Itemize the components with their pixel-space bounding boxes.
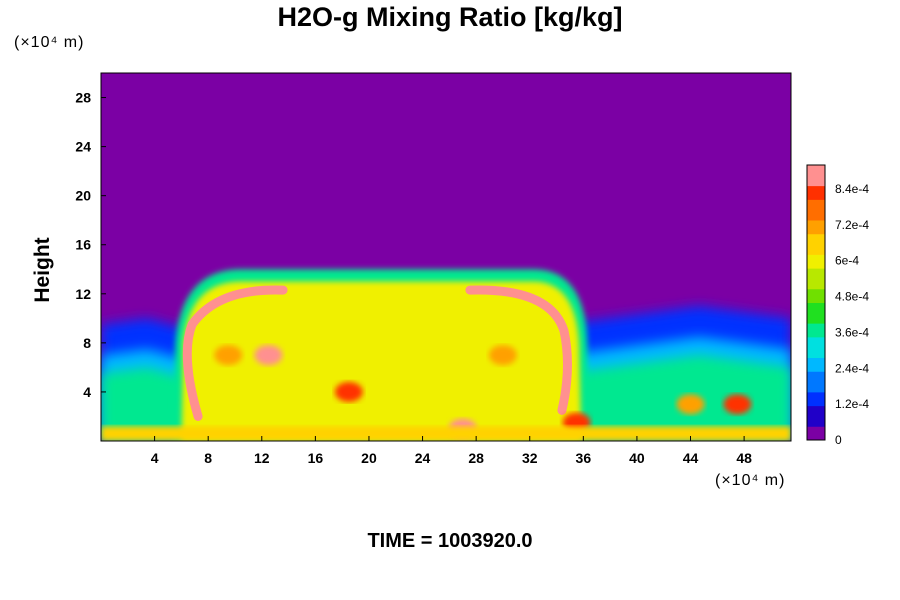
colorbar-swatch bbox=[807, 206, 825, 214]
x-tick-label: 44 bbox=[683, 450, 699, 466]
colorbar-swatch bbox=[807, 220, 825, 228]
colorbar-swatch bbox=[807, 412, 825, 420]
colorbar-swatch bbox=[807, 302, 825, 310]
y-tick-label: 28 bbox=[75, 90, 91, 106]
colorbar-swatch bbox=[807, 433, 825, 441]
colorbar-swatch bbox=[807, 288, 825, 297]
x-tick-label: 12 bbox=[254, 450, 270, 466]
colorbar-swatch bbox=[807, 254, 825, 262]
plot-area bbox=[101, 73, 791, 441]
y-tick-label: 16 bbox=[75, 237, 91, 253]
colorbar-swatch bbox=[807, 350, 825, 358]
field-feature bbox=[254, 345, 283, 366]
anvil-edge-right bbox=[465, 285, 572, 415]
y-tick-label: 8 bbox=[83, 335, 91, 351]
x-tick-label: 16 bbox=[308, 450, 324, 466]
colorbar-label: 2.4e-4 bbox=[835, 361, 869, 375]
time-label: TIME = 1003920.0 bbox=[367, 530, 533, 552]
colorbar-swatch bbox=[807, 419, 825, 427]
field-feature bbox=[488, 345, 517, 366]
colorbar-label: 8.4e-4 bbox=[835, 182, 869, 196]
colorbar-swatch bbox=[807, 336, 825, 345]
colorbar-label: 0 bbox=[835, 433, 842, 447]
colorbar-swatch bbox=[807, 357, 825, 365]
colorbar-label: 4.8e-4 bbox=[835, 290, 869, 304]
colorbar-swatch bbox=[807, 199, 825, 207]
colorbar-swatch bbox=[807, 178, 825, 187]
colorbar-swatch bbox=[807, 323, 825, 331]
colorbar-label: 1.2e-4 bbox=[835, 397, 869, 411]
field-feature bbox=[723, 394, 752, 415]
anvil-core bbox=[181, 281, 582, 441]
colorbar-frame bbox=[806, 164, 826, 441]
field-feature bbox=[676, 394, 705, 415]
colorbar: 0 1.2e-4 2.4e-4 3.6e-4 4.8e-4 6e-4 7.2e-4 8.4e-… bbox=[806, 164, 869, 447]
colorbar-swatch bbox=[807, 371, 825, 379]
colorbar-swatch bbox=[807, 391, 825, 400]
colorbar-swatch bbox=[807, 330, 825, 338]
colorbar-label: 6e-4 bbox=[835, 254, 859, 268]
field-surface-band bbox=[101, 426, 791, 441]
y-tick-label: 20 bbox=[75, 188, 91, 204]
colorbar-swatch bbox=[807, 275, 825, 283]
colorbar-swatch bbox=[807, 268, 825, 276]
x-tick-label: 32 bbox=[522, 450, 538, 466]
y-axis: 4 8 12 16 20 24 28 bbox=[75, 90, 106, 400]
colorbar-swatch bbox=[807, 281, 825, 290]
chart-title: H2O-g Mixing Ratio [kg/kg] bbox=[277, 2, 623, 32]
colorbar-swatch bbox=[807, 165, 825, 173]
colorbar-swatch bbox=[807, 233, 825, 242]
x-tick-label: 28 bbox=[468, 450, 484, 466]
colorbar-swatch bbox=[807, 385, 825, 393]
x-tick-label: 40 bbox=[629, 450, 645, 466]
plot-frame bbox=[100, 72, 792, 442]
colorbar-swatch bbox=[807, 261, 825, 269]
colorbar-swatch bbox=[807, 405, 825, 413]
x-tick-label: 4 bbox=[151, 450, 159, 466]
x-tick-label: 48 bbox=[736, 450, 752, 466]
colorbar-swatch bbox=[807, 247, 825, 255]
colorbar-swatch bbox=[807, 185, 825, 193]
field-feature bbox=[334, 381, 363, 402]
y-tick-label: 24 bbox=[75, 139, 91, 155]
colorbar-swatch bbox=[807, 309, 825, 317]
colorbar-swatch bbox=[807, 226, 825, 235]
colorbar-swatch bbox=[807, 240, 825, 248]
x-tick-label: 8 bbox=[204, 450, 212, 466]
colorbar-swatch bbox=[807, 426, 825, 434]
colorbar-swatch bbox=[807, 192, 825, 200]
colorbar-swatch bbox=[807, 316, 825, 324]
colorbar-swatch bbox=[807, 295, 825, 303]
colorbar-label: 3.6e-4 bbox=[835, 325, 869, 339]
x-tick-label: 24 bbox=[415, 450, 431, 466]
x-axis: 4 8 12 16 20 24 28 32 36 40 44 48 bbox=[151, 436, 752, 466]
x-tick-label: 20 bbox=[361, 450, 377, 466]
colorbar-swatch bbox=[807, 364, 825, 372]
colorbar-swatch bbox=[807, 171, 825, 180]
field-feature bbox=[214, 345, 243, 366]
y-axis-unit: (×10⁴ m) bbox=[14, 34, 85, 51]
colorbar-swatch bbox=[807, 398, 825, 407]
anvil-edge-left bbox=[182, 285, 288, 421]
colorbar-swatch bbox=[807, 378, 825, 386]
y-tick-label: 4 bbox=[83, 384, 91, 400]
colorbar-swatch bbox=[807, 213, 825, 221]
colorbar-swatch bbox=[807, 343, 825, 352]
x-tick-label: 36 bbox=[576, 450, 592, 466]
x-axis-unit: (×10⁴ m) bbox=[715, 472, 786, 489]
y-tick-label: 12 bbox=[75, 286, 91, 302]
colorbar-label: 7.2e-4 bbox=[835, 218, 869, 232]
